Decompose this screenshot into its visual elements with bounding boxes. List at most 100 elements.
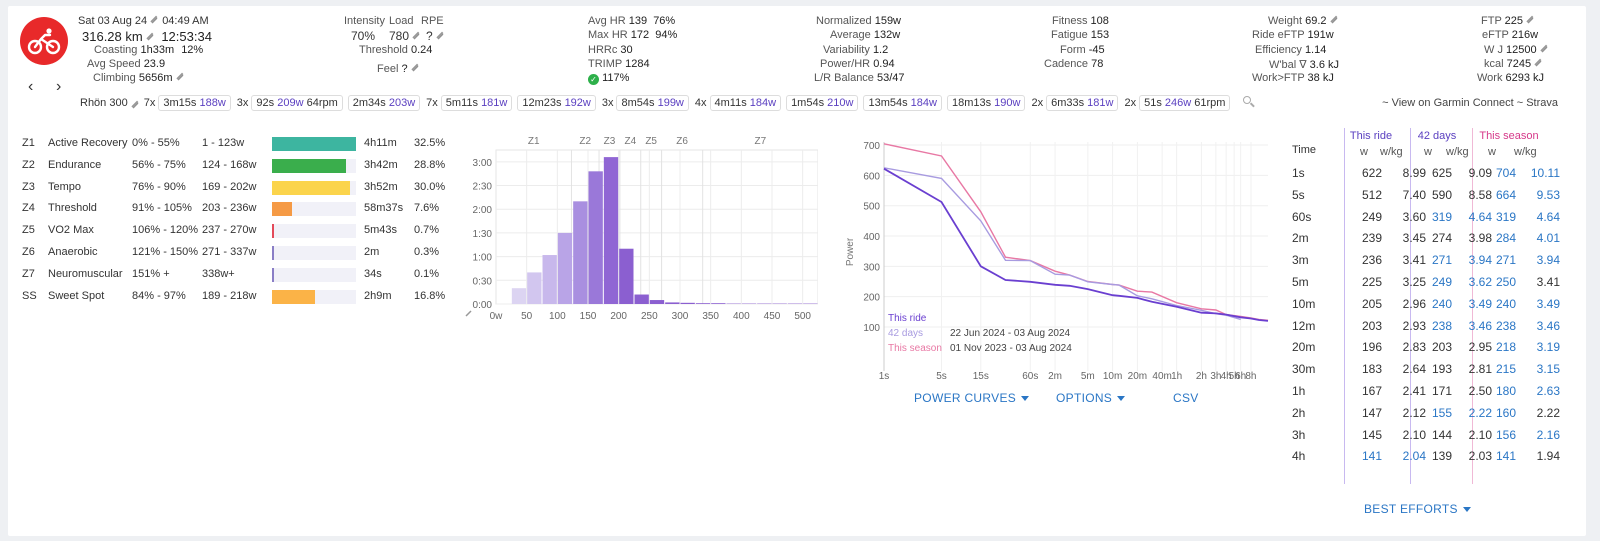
effort-b: 139	[1431, 449, 1452, 464]
histogram-bar[interactable]	[665, 302, 680, 304]
effort-bk: 3.49	[1468, 296, 1492, 311]
interval-duration: 6m33s	[1051, 97, 1085, 109]
interval-chip[interactable]: 4m11s 184w	[709, 95, 782, 111]
best-effort-row[interactable]: 2h 147 2.12 155 2.22 160 2.22	[1284, 402, 1584, 424]
days42-header: 42 days	[1417, 130, 1457, 142]
best-effort-row[interactable]: 12m 203 2.93 238 3.46 238 3.46	[1284, 315, 1584, 337]
effort-c: 160	[1495, 405, 1516, 420]
best-efforts-button[interactable]: BEST EFFORTS	[1364, 502, 1471, 516]
effort-duration: 12m	[1292, 318, 1316, 333]
hrrc-value: 30	[620, 44, 633, 56]
max-hr-value: 172	[630, 29, 650, 41]
interval-watts: 181w	[481, 97, 508, 109]
load-value[interactable]: 780	[389, 29, 410, 43]
best-effort-row[interactable]: 1h 167 2.41 171 2.50 180 2.63	[1284, 380, 1584, 402]
prev-activity-button[interactable]: ‹	[28, 78, 34, 95]
interval-chip[interactable]: 6m33s 181w	[1046, 95, 1119, 111]
kcal-value[interactable]: 7245	[1506, 58, 1532, 70]
best-effort-row[interactable]: 30m 183 2.64 193 2.81 215 3.15	[1284, 358, 1584, 380]
interval-set-name[interactable]: Rhön 300	[80, 97, 128, 109]
series-line-1[interactable]	[883, 167, 1241, 321]
interval-count: 4x	[694, 97, 707, 109]
histogram-bar[interactable]	[588, 171, 603, 304]
edit-icon[interactable]	[173, 70, 183, 81]
edit-icon[interactable]	[409, 29, 420, 40]
best-effort-row[interactable]: 20m 196 2.83 203 2.95 218 3.19	[1284, 336, 1584, 358]
edit-icon[interactable]	[433, 29, 444, 40]
next-activity-button[interactable]: ›	[56, 78, 62, 95]
histogram-bar[interactable]	[557, 232, 573, 304]
interval-chip[interactable]: 8m54s 199w	[616, 95, 689, 111]
effort-ak: 3.60	[1402, 209, 1426, 224]
interval-chip[interactable]: 13m54s 184w	[863, 95, 942, 111]
best-effort-row[interactable]: 1s 622 8.99 625 9.09 704 10.11	[1284, 162, 1584, 184]
effort-ak: 8.99	[1402, 166, 1426, 180]
histogram-bar[interactable]	[511, 288, 527, 304]
interval-chip[interactable]: 1m54s 210w	[786, 95, 859, 111]
effort-c: 250	[1495, 275, 1516, 289]
interval-chip[interactable]: 5m11s 181w	[440, 95, 513, 111]
interval-chip[interactable]: 51s 246w 61rpm	[1139, 95, 1231, 111]
chevron-down-icon	[1462, 507, 1471, 513]
rpe-value[interactable]: ?	[426, 29, 433, 43]
series-line-0[interactable]	[883, 167, 1269, 322]
edit-icon[interactable]	[128, 98, 139, 109]
zone-row: Z5 VO2 Max 106% - 120% 237 - 270w 5m43s 0.7%	[22, 221, 452, 241]
edit-icon[interactable]	[1327, 13, 1337, 24]
edit-icon[interactable]	[1531, 56, 1542, 67]
chevron-down-icon	[1021, 396, 1030, 402]
best-effort-row[interactable]: 5s 512 7.40 590 8.58 664 9.53	[1284, 184, 1584, 206]
histogram-bar[interactable]	[527, 272, 542, 304]
best-effort-row[interactable]: 10m 205 2.96 240 3.49 240 3.49	[1284, 293, 1584, 315]
interval-chip[interactable]: 2m34s 203w	[347, 95, 421, 111]
options-button[interactable]: OPTIONS	[1056, 391, 1126, 405]
interval-chip[interactable]: 92s 209w 64rpm	[251, 95, 343, 111]
best-effort-row[interactable]: 2m 239 3.45 274 3.98 284 4.01	[1284, 227, 1584, 249]
edit-icon[interactable]	[408, 61, 419, 72]
trimp-value: 1284	[625, 58, 650, 70]
best-effort-row[interactable]: 3m 236 3.41 271 3.94 271 3.94	[1284, 249, 1584, 271]
histogram-bar[interactable]	[603, 157, 619, 304]
zone-bar	[272, 158, 356, 173]
edit-icon[interactable]	[1523, 13, 1534, 24]
wj-value[interactable]: 12500	[1506, 44, 1537, 56]
best-effort-row[interactable]: 3h 145 2.10 144 2.10 156 2.16	[1284, 424, 1584, 446]
effort-a: 236	[1361, 253, 1382, 268]
power-hr-value: 0.94	[873, 58, 895, 70]
external-links[interactable]: ~ View on Garmin Connect ~ Strava	[1382, 97, 1558, 109]
edit-icon[interactable]	[147, 13, 158, 24]
histogram-bar[interactable]	[634, 294, 649, 304]
weight-value[interactable]: 69.2	[1305, 15, 1327, 27]
search-icon[interactable]	[1242, 95, 1256, 109]
histogram-bar[interactable]	[695, 303, 711, 304]
zone-name: VO2 Max	[48, 224, 94, 237]
activity-datetime[interactable]: Sat 03 Aug 24 04:49 AM	[78, 13, 209, 27]
histogram-bar[interactable]	[711, 303, 726, 304]
ftp-value[interactable]: 225	[1504, 15, 1523, 27]
histogram-bar[interactable]	[649, 300, 665, 304]
edit-icon[interactable]	[143, 30, 154, 41]
zone-bar	[272, 180, 356, 195]
edit-icon[interactable]	[1537, 42, 1548, 53]
unit-header: w	[1488, 146, 1496, 158]
interval-chip[interactable]: 3m15s 188w	[158, 95, 231, 111]
interval-duration: 92s	[256, 97, 275, 109]
interval-chip[interactable]: 18m13s 190w	[946, 95, 1026, 111]
histogram-bar[interactable]	[573, 201, 588, 304]
best-effort-row[interactable]: 60s 249 3.60 319 4.64 319 4.64	[1284, 206, 1584, 228]
power-curves-button[interactable]: POWER CURVES	[914, 391, 1030, 405]
interval-strip: Rhön 300 7x 3m15s 188w 3x 92s 209w 64rpm 2m3…	[80, 95, 1580, 113]
effort-c: 664	[1495, 187, 1516, 202]
best-effort-row[interactable]: 5m 225 3.25 249 3.62 250 3.41	[1284, 271, 1584, 293]
histogram-bar[interactable]	[619, 248, 634, 304]
effort-c: 319	[1495, 209, 1516, 224]
interval-chip[interactable]: 12m23s 192w	[517, 95, 596, 111]
histogram-bar[interactable]	[680, 302, 695, 304]
feel-value[interactable]: ?	[401, 63, 408, 75]
x-tick-label: 300	[672, 311, 689, 320]
best-effort-row[interactable]: 4h 141 2.04 139 2.03 141 1.94	[1284, 445, 1584, 467]
edit-icon[interactable]	[465, 310, 472, 317]
effort-ck: 10.11	[1530, 166, 1560, 180]
csv-button[interactable]: CSV	[1173, 391, 1199, 405]
histogram-bar[interactable]	[542, 255, 557, 304]
